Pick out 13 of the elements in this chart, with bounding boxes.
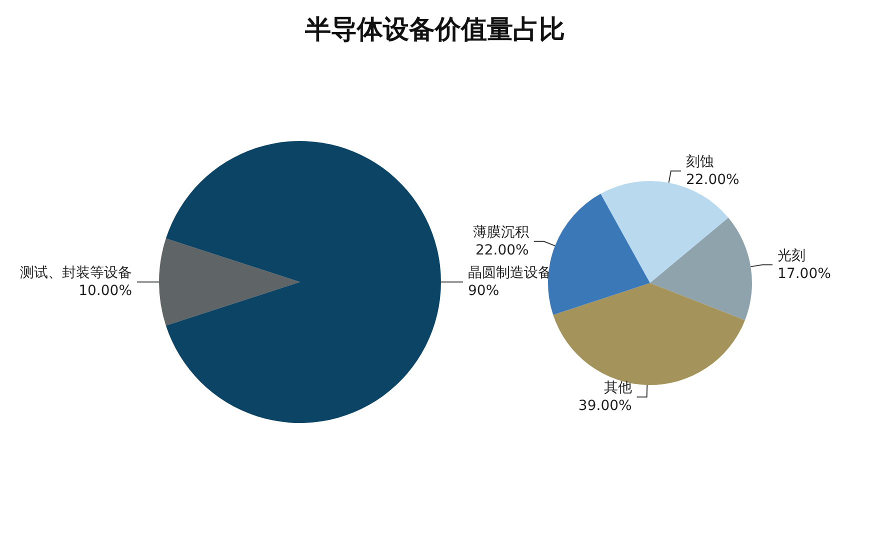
slice-label: 光刻: [778, 248, 806, 264]
data-label: 17.00%: [778, 266, 831, 282]
data-label: 90%: [468, 283, 500, 299]
slice-label: 薄膜沉积: [472, 224, 529, 240]
slice-label: 其他: [604, 380, 632, 396]
data-label: 39.00%: [578, 398, 632, 414]
slice-label: 测试、封装等设备: [20, 265, 132, 281]
slice-label: 刻蚀: [686, 154, 714, 170]
slice-label: 晶圆制造设备: [468, 265, 552, 281]
chart-title: 半导体设备价值量占比: [304, 15, 565, 45]
data-label: 22.00%: [475, 242, 529, 258]
data-label: 22.00%: [686, 172, 740, 188]
data-label: 10.00%: [78, 283, 132, 299]
